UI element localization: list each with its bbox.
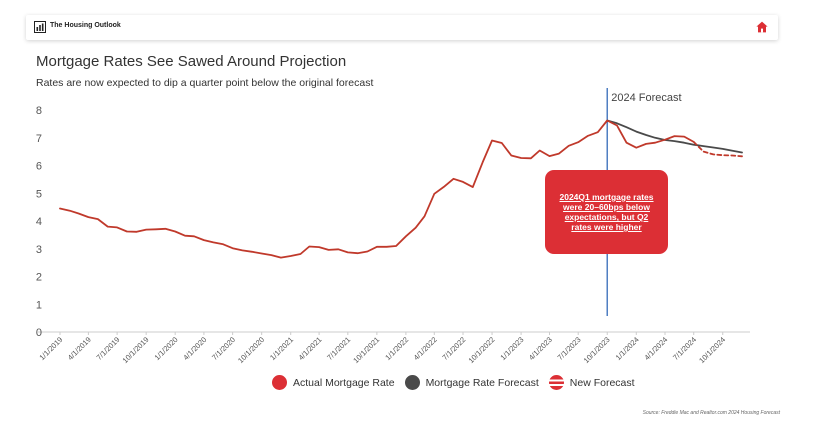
legend-label-forecast: Mortgage Rate Forecast xyxy=(425,376,539,389)
x-tick-label: 4/1/2022 xyxy=(412,335,439,362)
chart-legend: Actual Mortgage Rate Mortgage Rate Forec… xyxy=(272,375,645,390)
header-bar: The Housing Outlook xyxy=(26,15,778,40)
legend-item-new-forecast: New Forecast xyxy=(548,375,635,390)
legend-swatch-actual xyxy=(272,375,287,390)
chart-subtitle: Rates are now expected to dip a quarter … xyxy=(36,77,374,89)
x-tick-label: 10/1/2024 xyxy=(697,335,727,365)
y-tick-label: 3 xyxy=(36,244,42,256)
x-tick-label: 4/1/2020 xyxy=(181,335,208,362)
series-line-actual-mortgage-rate xyxy=(59,119,695,259)
brand-name: The Housing Outlook xyxy=(50,22,121,29)
legend-swatch-new-forecast xyxy=(548,375,564,390)
x-tick-label: 7/1/2020 xyxy=(210,335,237,362)
y-tick-label: 0 xyxy=(36,327,42,339)
legend-label-actual: Actual Mortgage Rate xyxy=(293,376,395,389)
home-icon[interactable] xyxy=(756,21,768,33)
x-tick-label: 4/1/2021 xyxy=(297,335,324,362)
x-tick-label: 1/1/2020 xyxy=(153,335,180,362)
y-tick-label: 7 xyxy=(36,133,42,145)
x-tick-label: 4/1/2023 xyxy=(527,335,554,362)
callout-box: 2024Q1 mortgage rates were 20–60bps belo… xyxy=(545,170,668,254)
x-tick-label: 10/1/2020 xyxy=(236,335,266,365)
y-tick-label: 6 xyxy=(36,161,42,173)
source-note: Source: Freddie Mac and Realtor.com 2024… xyxy=(642,410,780,416)
legend-swatch-forecast xyxy=(404,375,420,390)
y-tick-label: 4 xyxy=(36,216,42,228)
x-tick-label: 10/1/2022 xyxy=(466,335,496,365)
x-tick-label: 4/1/2019 xyxy=(66,335,93,362)
x-tick-label: 10/1/2023 xyxy=(582,335,612,365)
series-line-mortgage-rate-forecast xyxy=(606,119,743,154)
legend-item-actual: Actual Mortgage Rate xyxy=(272,375,395,390)
x-tick-label: 1/1/2023 xyxy=(498,335,525,362)
x-tick-label: 7/1/2023 xyxy=(556,335,583,362)
y-tick-label: 5 xyxy=(36,188,42,200)
chart-title: Mortgage Rates See Sawed Around Projecti… xyxy=(36,53,347,70)
legend-item-forecast: Mortgage Rate Forecast xyxy=(404,375,539,390)
x-tick-label: 1/1/2021 xyxy=(268,335,295,362)
chart-bar-icon xyxy=(34,21,46,33)
callout-text: 2024Q1 mortgage rates were 20–60bps belo… xyxy=(559,191,654,233)
x-tick-label: 4/1/2024 xyxy=(642,335,669,362)
x-tick-label: 7/1/2019 xyxy=(95,335,122,362)
y-tick-label: 2 xyxy=(36,272,42,284)
x-tick-label: 1/1/2019 xyxy=(37,335,64,362)
forecast-marker-label: 2024 Forecast xyxy=(611,92,681,104)
y-tick-label: 1 xyxy=(36,299,42,311)
x-tick-label: 7/1/2024 xyxy=(671,335,698,362)
y-tick-label: 8 xyxy=(36,105,42,117)
x-tick-label: 1/1/2024 xyxy=(614,335,641,362)
series-line-new-forecast xyxy=(692,141,743,158)
legend-label-new-forecast: New Forecast xyxy=(569,376,635,389)
x-tick-label: 10/1/2019 xyxy=(121,335,151,365)
x-tick-label: 7/1/2021 xyxy=(325,335,352,362)
x-tick-label: 1/1/2022 xyxy=(383,335,410,362)
x-tick-label: 7/1/2022 xyxy=(440,335,467,362)
x-tick-label: 10/1/2021 xyxy=(351,335,381,365)
